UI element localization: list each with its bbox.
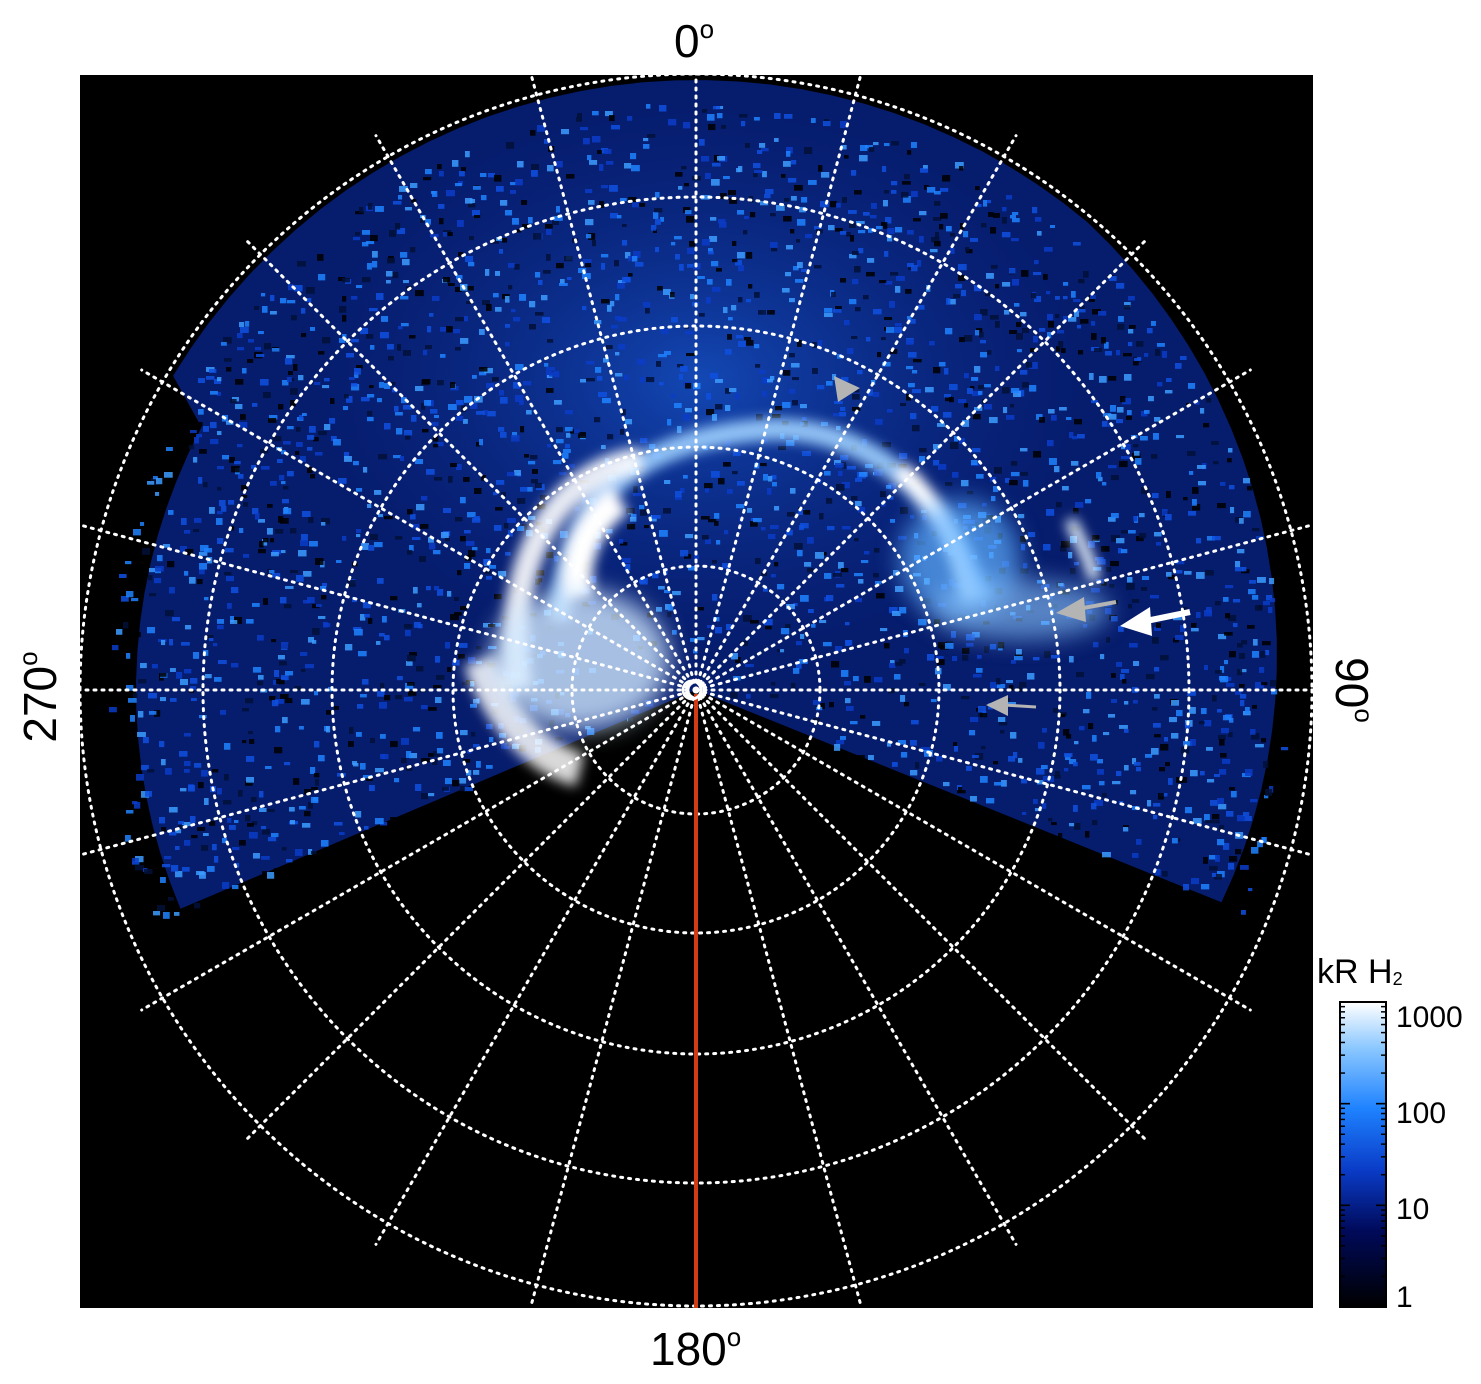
grey-triangle-marker-icon bbox=[834, 376, 860, 402]
grid-meridian bbox=[140, 688, 698, 1012]
azimuth-label-270: 270o bbox=[13, 651, 66, 743]
grid-meridian bbox=[694, 236, 1150, 692]
auroral-emission-image bbox=[109, 80, 1293, 922]
grid-meridian bbox=[374, 688, 698, 1246]
grid-ring bbox=[330, 324, 1062, 1056]
grey-arrow-lower-icon bbox=[986, 695, 1037, 716]
colorbar-tick-label: 1000 bbox=[1396, 1001, 1463, 1034]
azimuth-label-0: 0o bbox=[674, 14, 715, 67]
grid-meridian bbox=[80, 688, 698, 857]
grey-arrow-upper-icon bbox=[1056, 597, 1117, 622]
grid-meridian bbox=[529, 75, 698, 692]
colorbar bbox=[1339, 1001, 1387, 1308]
grid-meridian bbox=[694, 688, 1313, 857]
colorbar-tick-label: 10 bbox=[1396, 1193, 1430, 1226]
grid-meridian bbox=[694, 75, 863, 692]
grid-ring bbox=[201, 195, 1191, 1185]
grid-meridian bbox=[242, 236, 698, 692]
colorbar-tick-label: 1 bbox=[1396, 1281, 1413, 1314]
grid-meridian bbox=[140, 368, 698, 692]
grid-meridian bbox=[694, 688, 864, 1308]
white-arrow-icon bbox=[1120, 607, 1191, 636]
grid-meridian bbox=[80, 523, 698, 692]
azimuth-label-90: 90o bbox=[1326, 657, 1379, 723]
grid-meridian bbox=[374, 134, 698, 692]
grid-meridian bbox=[694, 134, 1018, 692]
grid-meridian bbox=[528, 688, 698, 1308]
grid-meridian bbox=[694, 368, 1252, 692]
grid-meridian bbox=[694, 688, 1252, 1012]
grid-meridian bbox=[242, 688, 698, 1144]
grid-meridian bbox=[694, 688, 1150, 1144]
grid-meridian bbox=[694, 523, 1313, 692]
grid-meridian bbox=[694, 688, 1018, 1246]
pole-marker bbox=[681, 679, 703, 701]
colorbar-tick-label: 100 bbox=[1396, 1097, 1447, 1130]
colorbar-title: kR H2 bbox=[1317, 953, 1403, 991]
azimuth-label-180: 180o bbox=[650, 1322, 742, 1375]
